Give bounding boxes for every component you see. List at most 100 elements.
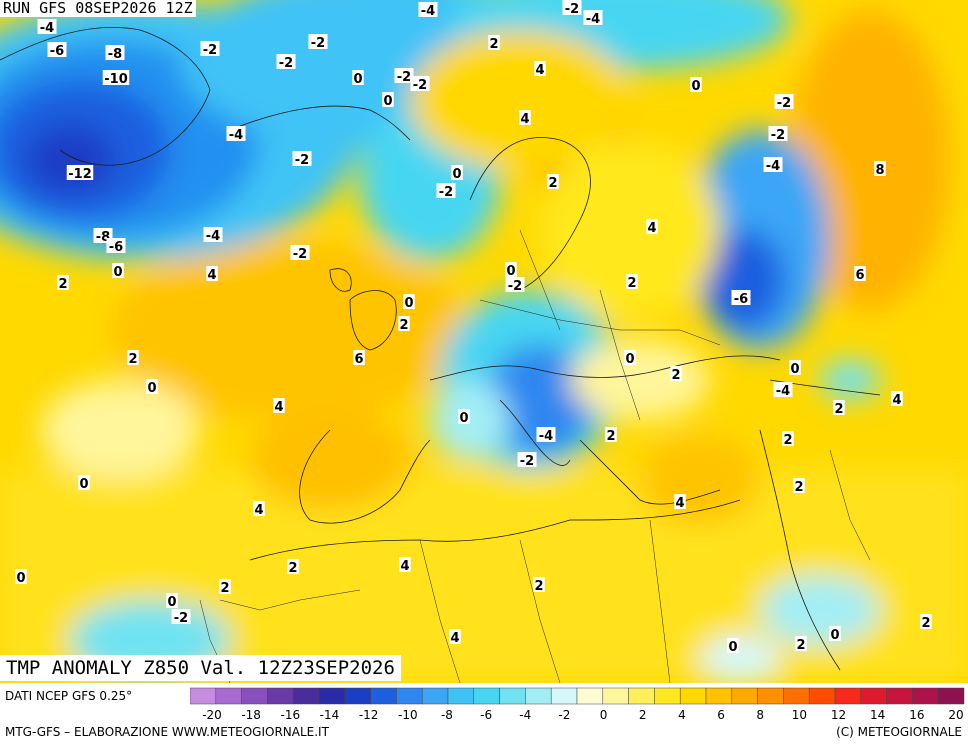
legend-tick-label: -8 [441,708,453,722]
map-value-text: 0 [16,571,25,586]
map-value-text: -6 [734,292,748,307]
map-value-label: 4 [674,494,686,511]
map-value-text: 4 [520,112,529,127]
map-value-text: -6 [109,240,123,255]
map-value-label: 0 [458,409,470,426]
legend-swatch [215,687,242,705]
legend-swatch [757,687,784,705]
map-value-label: 2 [670,366,682,383]
isoline-value-labels: -4-6 -8-10-2 -2-2-4 -2-40 -2-20240-2-4-24-2-… [15,0,932,655]
map-value-text: 2 [58,277,67,292]
map-value-label: 2 [793,478,805,495]
map-value-label: -2 [171,609,191,626]
map-value-label: -4 [583,10,603,27]
legend-swatch [679,687,707,705]
map-value-text: -2 [295,153,309,168]
map-value-label: -4 [773,382,793,399]
map-value-label: 2 [920,614,932,631]
map-value-text: 4 [535,63,544,78]
map-value-label: 0 [403,294,415,311]
map-value-text: -2 [174,611,188,626]
map-value-label: -10 [102,70,130,87]
map-value-text: 0 [459,411,468,426]
map-value-text: -2 [293,247,307,262]
map-value-text: 0 [830,628,839,643]
legend-swatch [525,687,552,705]
legend-swatch [602,687,629,705]
credit-label: MTG-GFS – ELABORAZIONE WWW.METEOGIORNALE… [5,725,329,739]
map-value-text: 0 [383,94,392,109]
map-value-label: -12 [66,165,94,182]
map-value-text: 0 [147,381,156,396]
map-value-label: 0 [451,165,463,182]
map-value-label: 6 [353,350,365,367]
map-value-text: -4 [539,429,553,444]
copyright-label: (C) METEOGIORNALE [836,725,962,739]
map-value-text: -2 [279,56,293,71]
map-value-label: 2 [547,174,559,191]
country-borders [199,229,871,683]
map-value-label: -2 [410,76,430,93]
map-value-label: -4 [37,19,57,36]
map-value-label: 0 [727,638,739,655]
map-value-text: -2 [439,185,453,200]
map-value-text: -2 [311,36,325,51]
legend-swatch [860,687,887,705]
map-value-label: 4 [253,501,265,518]
legend-swatch [705,687,733,705]
legend-swatch [654,687,681,705]
map-value-label: 2 [127,350,139,367]
map-value-text: 2 [399,318,408,333]
map-value-label: -4 [418,2,438,19]
map-value-text: 4 [254,503,263,518]
map-value-text: -8 [108,47,122,62]
map-value-label: -6 [106,238,126,255]
map-value-text: 2 [548,176,557,191]
map-value-text: 0 [353,72,362,87]
legend-tick-label: 0 [600,708,608,722]
map-value-text: -4 [229,128,243,143]
legend-swatch [731,687,758,705]
map-value-text: -2 [565,2,579,17]
map-value-text: -4 [586,12,600,27]
map-value-label: 2 [782,431,794,448]
map-value-text: 0 [79,477,88,492]
map-value-label: 4 [891,391,903,408]
legend-tick-label: -10 [398,708,418,722]
map-value-text: 4 [450,631,459,646]
map-value-text: -2 [520,454,534,469]
data-source-label: DATI NCEP GFS 0.25° [5,689,133,703]
legend-tick-label: 14 [870,708,885,722]
map-value-label: -2 [768,126,788,143]
map-value-label: -4 [226,126,246,143]
legend-swatch [396,687,423,705]
map-value-label: 0 [15,569,27,586]
map-value-text: 2 [128,352,137,367]
map-value-text: 0 [691,79,700,94]
legend-tick-label: 8 [756,708,764,722]
map-value-text: 0 [506,264,515,279]
legend-swatch [550,687,578,705]
map-value-text: -4 [40,21,54,36]
map-value-label: -2 [276,54,296,71]
map-value-text: 4 [274,400,283,415]
legend-swatch [783,687,810,705]
map-value-text: 0 [790,362,799,377]
legend-tick-label: 16 [909,708,924,722]
map-value-text: 2 [783,433,792,448]
map-value-label: -2 [505,277,525,294]
map-value-text: 2 [288,561,297,576]
map-value-text: -12 [68,167,92,182]
map-value-text: 2 [489,37,498,52]
legend-tick-label: 6 [717,708,725,722]
map-value-label: 8 [874,161,886,178]
map-value-text: 4 [647,221,656,236]
legend-swatch [628,687,655,705]
legend-tick-label: 20 [948,708,963,722]
map-value-text: 0 [404,296,413,311]
map-value-label: -4 [763,157,783,174]
map-value-label: 0 [789,360,801,377]
map-value-label: 0 [166,593,178,610]
map-value-label: 4 [449,629,461,646]
map-value-text: 2 [834,402,843,417]
